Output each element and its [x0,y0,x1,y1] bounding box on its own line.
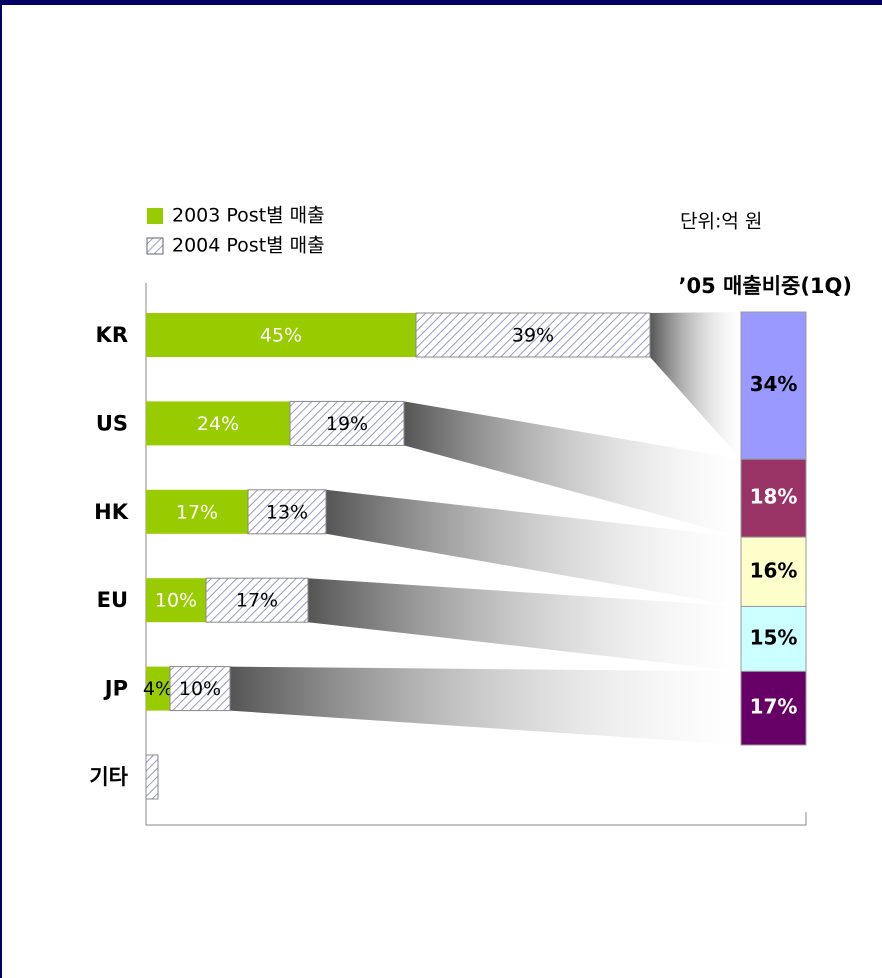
legend-swatch [146,237,164,255]
legend-swatch [147,208,163,224]
bar-label: 17% [176,501,218,523]
bar-label: 10% [155,590,197,612]
bar-segment [145,754,159,800]
share-segment [740,458,807,538]
bar-segment [146,666,170,711]
legend-label: 2004 Post별 매출 [172,235,325,257]
top-bar [0,0,882,5]
bar-label: 39% [512,325,554,347]
share-label: 34% [750,372,798,396]
bottom-bracket [145,812,807,826]
bar-label: 13% [266,501,308,523]
bar-segment [169,666,231,712]
bar-label: 17% [236,590,278,612]
bar-label: 45% [260,325,302,347]
bar-segment [289,400,405,446]
connectors [230,312,741,745]
connector [308,578,741,672]
category-label: EU [97,588,128,612]
unit-label: 단위:억 원 [680,211,762,233]
share-label: 18% [750,485,798,509]
share-label: 16% [750,558,798,582]
bar-segment [247,489,327,535]
legend-label: 2003 Post별 매출 [172,205,325,227]
bar-label: 24% [197,413,239,435]
share-segment [740,311,807,460]
bar-segment [205,577,309,623]
bar-label: 10% [179,678,221,700]
connector [326,489,741,607]
category-label: KR [96,323,128,347]
connector [650,312,741,460]
share-segment [740,605,807,672]
share-title: ’05 매출비중(1Q) [679,274,852,298]
share-segment [740,670,807,746]
connector [230,666,741,745]
bar-segment [415,312,651,358]
bar-segment [146,489,248,534]
category-label: HK [94,500,129,524]
category-label: US [96,411,128,435]
bar-segment [146,578,206,623]
bar-segment [146,313,416,357]
share-label: 17% [750,695,798,719]
share-segment [740,536,807,607]
bar-label: 4% [143,678,173,700]
bar-label: 19% [326,413,368,435]
connector [404,401,741,538]
bar-segment [146,401,290,446]
category-label: 기타 [89,765,128,789]
category-label: JP [103,677,128,701]
share-label: 15% [750,625,798,649]
